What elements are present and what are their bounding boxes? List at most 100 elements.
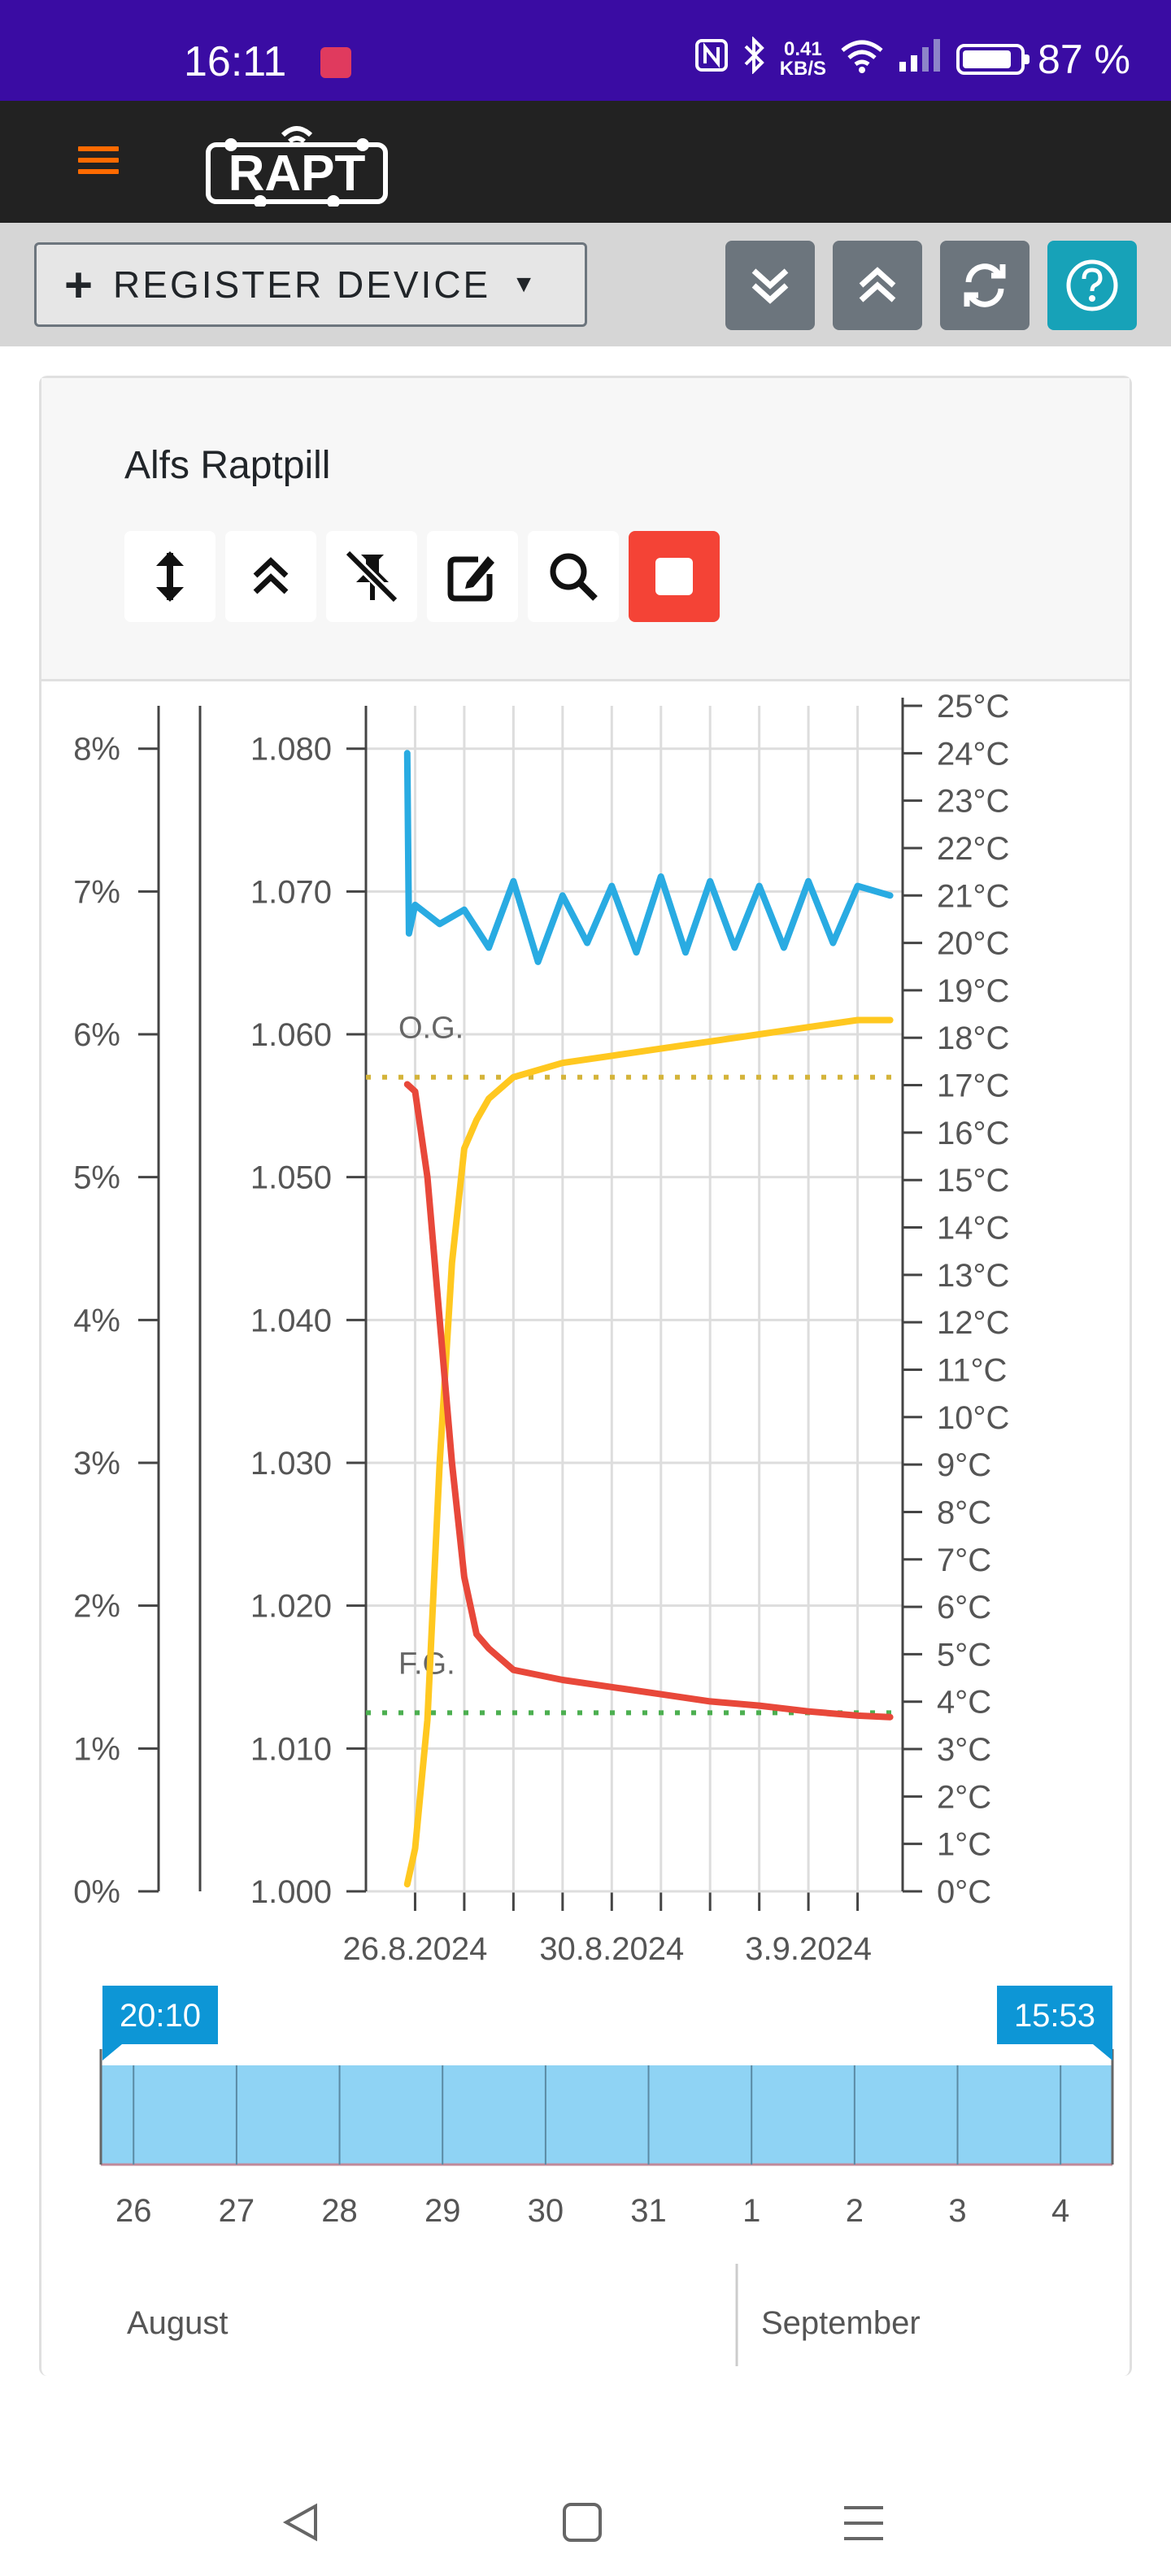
range-end-label: 15:53: [1014, 1998, 1095, 2034]
edit-button[interactable]: [427, 531, 518, 622]
wifi-icon: [839, 37, 885, 82]
gravity-tick-label: 1.070: [250, 874, 332, 910]
chevrons-up-icon: [253, 557, 289, 594]
recents-icon[interactable]: [841, 2503, 886, 2543]
navigator-day-label: 3: [948, 2193, 966, 2229]
brand-text: RAPT: [229, 146, 366, 202]
refresh-button[interactable]: [940, 241, 1030, 330]
question-circle-icon: [1066, 259, 1118, 311]
temperature-tick-label: 20°C: [937, 926, 1009, 962]
resize-button[interactable]: [124, 531, 215, 622]
network-speed: 0.41 KB/S: [780, 40, 826, 79]
navigator-day-label: 2: [846, 2193, 864, 2229]
gravity-tick-label: 1.050: [250, 1160, 332, 1196]
help-button[interactable]: [1047, 241, 1137, 330]
temperature-tick-label: 18°C: [937, 1020, 1009, 1056]
device-card-header: Alfs Raptpill: [41, 378, 1130, 681]
menu-icon[interactable]: [78, 146, 119, 179]
signal-icon: [898, 37, 943, 82]
temperature-tick-label: 4°C: [937, 1685, 991, 1721]
battery-icon: [956, 44, 1030, 75]
system-nav-bar: [0, 2407, 1171, 2576]
temperature-tick-label: 1°C: [937, 1827, 991, 1863]
abv-tick-label: 2%: [73, 1589, 120, 1625]
arrows-vertical-icon: [156, 551, 184, 602]
month-label-august: August: [127, 2305, 229, 2341]
status-time: 16:11: [184, 38, 287, 85]
unpin-icon: [344, 549, 399, 604]
fermentation-chart[interactable]: 0% 1% 2% 3% 4% 5% 6% 7% 8% 1.000 1.010 1.020 1.030 1.…: [0, 0, 1171, 2407]
unpin-button[interactable]: [326, 531, 417, 622]
abv-tick-label: 4%: [73, 1303, 120, 1338]
navigator-day-label: 29: [424, 2193, 461, 2229]
battery-percent: 87 %: [1038, 37, 1130, 82]
network-speed-value: 0.41: [784, 38, 822, 60]
temperature-tick-label: 6°C: [937, 1590, 991, 1625]
home-icon[interactable]: [561, 2501, 603, 2543]
bluetooth-icon: [742, 35, 767, 83]
series-line-temperature: [403, 750, 894, 965]
navigator-day-label: 26: [115, 2193, 152, 2229]
x-tick-label: 3.9.2024: [745, 1931, 872, 1967]
refresh-icon: [964, 263, 1006, 307]
gravity-tick-label: 1.000: [250, 1874, 332, 1910]
search-icon: [550, 553, 598, 601]
abv-tick-label: 6%: [73, 1017, 120, 1053]
navigator-day-label: 1: [742, 2193, 760, 2229]
temperature-tick-label: 9°C: [937, 1447, 991, 1483]
x-tick-label: 26.8.2024: [342, 1931, 487, 1967]
range-start-handle[interactable]: [102, 1986, 218, 2044]
temperature-tick-label: 22°C: [937, 831, 1009, 867]
search-button[interactable]: [528, 531, 619, 622]
navigator-day-label: 4: [1051, 2193, 1069, 2229]
edit-icon: [447, 556, 494, 602]
navigator-day-label: 30: [528, 2193, 564, 2229]
temperature-tick-label: 3°C: [937, 1732, 991, 1768]
chevrons-down-icon: [751, 268, 789, 304]
abv-tick-label: 5%: [73, 1160, 120, 1196]
temperature-tick-label: 5°C: [937, 1637, 991, 1673]
navigator-day-label: 28: [321, 2193, 358, 2229]
stop-icon: [655, 558, 693, 595]
gravity-tick-label: 1.020: [250, 1589, 332, 1625]
plus-icon: +: [64, 257, 96, 312]
gravity-tick-label: 1.010: [250, 1731, 332, 1767]
device-name: Alfs Raptpill: [124, 444, 331, 487]
temperature-tick-label: 2°C: [937, 1779, 991, 1815]
range-end-handle[interactable]: [997, 1986, 1112, 2044]
register-device-button[interactable]: + REGISTER DEVICE ▼: [34, 242, 587, 327]
network-speed-unit: KB/S: [779, 58, 827, 80]
series-line-abv: [403, 1016, 894, 1888]
x-tick-label: 30.8.2024: [539, 1931, 684, 1967]
rapt-logo: RAPT: [206, 126, 388, 207]
abv-tick-label: 1%: [73, 1731, 120, 1767]
collapse-all-button[interactable]: [833, 241, 922, 330]
range-start-label: 20:10: [120, 1998, 201, 2034]
temperature-tick-label: 25°C: [937, 689, 1009, 724]
expand-all-button[interactable]: [725, 241, 815, 330]
temperature-tick-label: 17°C: [937, 1068, 1009, 1104]
temperature-tick-label: 14°C: [937, 1211, 1009, 1247]
back-icon[interactable]: [280, 2501, 322, 2543]
nfc-icon: [694, 37, 729, 82]
gravity-tick-label: 1.080: [250, 732, 332, 768]
app-notification-icon: [320, 47, 351, 78]
temperature-tick-label: 23°C: [937, 784, 1009, 820]
device-card: Alfs Raptpill: [39, 376, 1132, 2376]
temperature-tick-label: 10°C: [937, 1400, 1009, 1436]
temperature-tick-label: 8°C: [937, 1495, 991, 1530]
stop-button[interactable]: [629, 531, 720, 622]
status-bar: 16:11 0.41 KB/S 87 %: [0, 0, 1171, 101]
temperature-tick-label: 11°C: [937, 1352, 1007, 1388]
gravity-tick-label: 1.060: [250, 1017, 332, 1053]
gravity-tick-label: 1.030: [250, 1446, 332, 1482]
series-line-gravity: [403, 1081, 894, 1721]
temperature-tick-label: 15°C: [937, 1163, 1009, 1199]
register-device-label: REGISTER DEVICE: [113, 263, 491, 306]
temperature-tick-label: 21°C: [937, 878, 1009, 914]
temperature-tick-label: 0°C: [937, 1874, 991, 1910]
abv-tick-label: 8%: [73, 732, 120, 768]
collapse-card-button[interactable]: [225, 531, 316, 622]
top-navbar: RAPT: [0, 101, 1171, 223]
month-label-september: September: [761, 2305, 921, 2341]
